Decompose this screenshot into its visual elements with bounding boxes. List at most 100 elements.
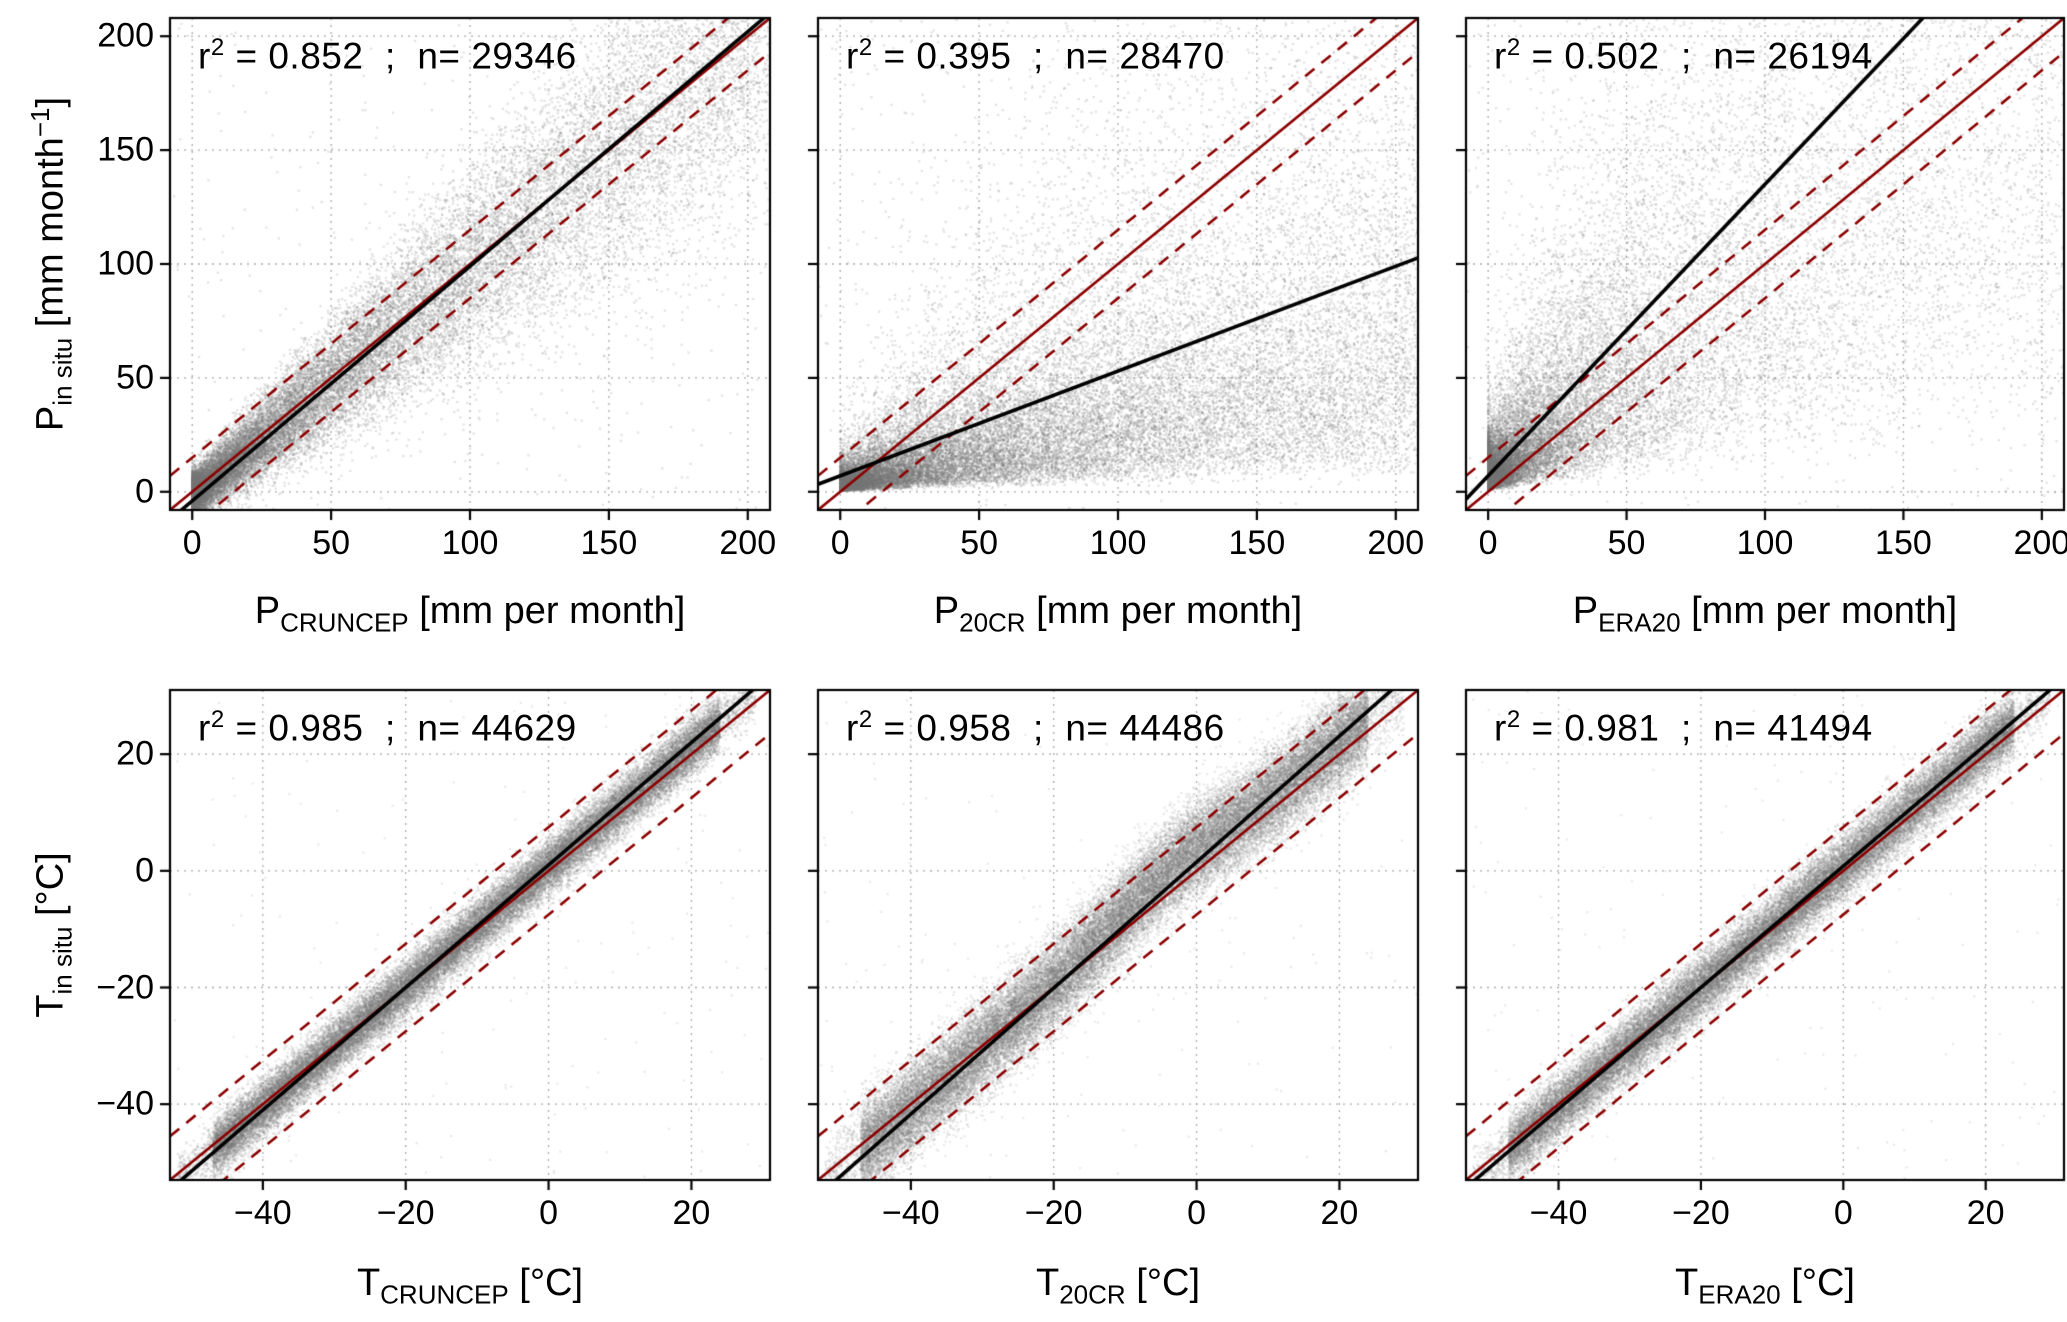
equals-sign: =: [872, 707, 917, 749]
x-axis-label: T20CR [°C]: [818, 1262, 1418, 1311]
x-unit: [mm per month]: [408, 590, 686, 632]
panel-temp-20cr: r2 = 0.958 ; n= 44486 T20CR [°C]: [804, 684, 1432, 1310]
x-tick-label: −20: [376, 1194, 435, 1232]
y-axis-label-precip: Pin situ [mm month−1]: [16, 0, 77, 544]
r2-symbol: r: [198, 35, 211, 77]
scatter-canvas: [1452, 12, 2067, 530]
y-var: P: [29, 405, 72, 432]
scatter-canvas: [804, 12, 1432, 530]
x-tick-label: −20: [1024, 1194, 1083, 1232]
n-value: 41494: [1767, 707, 1873, 749]
x-var: P: [1572, 590, 1599, 632]
n-label: ; n=: [1659, 707, 1768, 749]
panel-temp-era20: r2 = 0.981 ; n= 41494 TERA20 [°C]: [1452, 684, 2067, 1310]
y-axis-label-temp: Tin situ [°C]: [16, 655, 78, 1215]
y-tick-label: 20: [116, 734, 154, 773]
x-axis-label: TCRUNCEP [°C]: [170, 1262, 770, 1311]
x-tick-label: 100: [1736, 524, 1794, 562]
x-tick-label: −40: [234, 1194, 292, 1232]
equals-sign: =: [1520, 707, 1565, 749]
r2-symbol: r: [1494, 707, 1507, 749]
x-tick-label: 20: [1966, 1194, 2005, 1232]
x-unit: [°C]: [1780, 1262, 1855, 1304]
x-unit: [mm per month]: [1025, 590, 1303, 632]
x-tick-label: 0: [1833, 1194, 1853, 1232]
y-tick-label: 150: [97, 130, 154, 169]
x-tick-label: 0: [830, 524, 850, 562]
r2-exponent: 2: [858, 706, 873, 733]
stats-annotation: r2 = 0.852 ; n= 29346: [198, 34, 577, 77]
x-unit: [mm per month]: [1680, 590, 1958, 632]
scatter-canvas: [1452, 684, 2067, 1200]
x-var-subscript: CRUNCEP: [280, 607, 409, 638]
x-tick-label: 50: [960, 524, 999, 562]
y-tick-label: 200: [97, 16, 154, 55]
n-value: 44629: [471, 707, 577, 749]
x-tick-label: −40: [1529, 1194, 1588, 1232]
n-value: 44486: [1119, 707, 1225, 749]
x-tick-label: 50: [1607, 524, 1646, 562]
equals-sign: =: [872, 35, 917, 77]
y-tick-label: 0: [135, 851, 154, 890]
scatter-canvas: [804, 684, 1432, 1200]
r2-symbol: r: [198, 707, 211, 749]
equals-sign: =: [224, 35, 269, 77]
r2-value: 0.958: [916, 707, 1012, 749]
x-tick-label: 150: [1228, 524, 1286, 562]
y-unit-exponent: −1: [25, 107, 55, 138]
x-axis-label: PERA20 [mm per month]: [1466, 590, 2064, 639]
n-label: ; n=: [1011, 707, 1120, 749]
x-tick-label: 20: [1320, 1194, 1359, 1232]
x-axis-label: P20CR [mm per month]: [818, 590, 1418, 639]
x-tick-label: 100: [1089, 524, 1147, 562]
x-var: T: [356, 1262, 381, 1304]
x-tick-label: −20: [1672, 1194, 1730, 1232]
y-tick-label: 100: [97, 244, 154, 283]
panel-temp-cruncep: r2 = 0.985 ; n= 44629 TCRUNCEP [°C]: [156, 684, 784, 1310]
r2-value: 0.395: [916, 35, 1012, 77]
r2-value: 0.981: [1564, 707, 1660, 749]
x-tick-label: 150: [1875, 524, 1932, 562]
x-tick-label: 0: [1478, 524, 1498, 562]
x-var: P: [254, 590, 281, 632]
n-value: 29346: [471, 35, 577, 77]
r2-exponent: 2: [210, 34, 225, 61]
x-unit: [°C]: [1125, 1262, 1200, 1304]
x-var-subscript: 20CR: [1059, 1279, 1126, 1310]
stats-annotation: r2 = 0.985 ; n= 44629: [198, 706, 577, 749]
r2-value: 0.502: [1564, 35, 1660, 77]
n-label: ; n=: [363, 35, 472, 77]
x-tick-label: 150: [580, 524, 638, 562]
x-tick-label: 20: [672, 1194, 711, 1232]
x-axis-label: TERA20 [°C]: [1466, 1262, 2064, 1311]
stats-annotation: r2 = 0.502 ; n= 26194: [1494, 34, 1873, 77]
x-var: P: [933, 590, 960, 632]
r2-value: 0.985: [268, 707, 364, 749]
r2-exponent: 2: [858, 34, 873, 61]
stats-annotation: r2 = 0.981 ; n= 41494: [1494, 706, 1873, 749]
equals-sign: =: [224, 707, 269, 749]
r2-exponent: 2: [210, 706, 225, 733]
y-tick-label: 0: [135, 472, 154, 511]
x-var: T: [1035, 1262, 1060, 1304]
x-tick-label: 200: [719, 524, 777, 562]
panel-precip-era20: r2 = 0.502 ; n= 26194 PERA20 [mm per mon…: [1452, 12, 2067, 638]
x-tick-label: 0: [1187, 1194, 1207, 1232]
x-tick-label: 0: [539, 1194, 559, 1232]
y-tick-label: 50: [116, 358, 154, 397]
r2-value: 0.852: [268, 35, 364, 77]
n-label: ; n=: [363, 707, 472, 749]
x-var-subscript: ERA20: [1598, 607, 1681, 638]
scatter-canvas: [156, 12, 784, 530]
x-tick-label: −40: [882, 1194, 940, 1232]
r2-symbol: r: [846, 35, 859, 77]
r2-exponent: 2: [1506, 34, 1521, 61]
r2-symbol: r: [846, 707, 859, 749]
x-tick-label: 50: [312, 524, 351, 562]
x-tick-label: 0: [182, 524, 202, 562]
x-tick-label: 200: [1367, 524, 1425, 562]
n-value: 26194: [1767, 35, 1873, 77]
y-tick-label: −20: [96, 968, 154, 1006]
x-var-subscript: 20CR: [959, 607, 1026, 638]
